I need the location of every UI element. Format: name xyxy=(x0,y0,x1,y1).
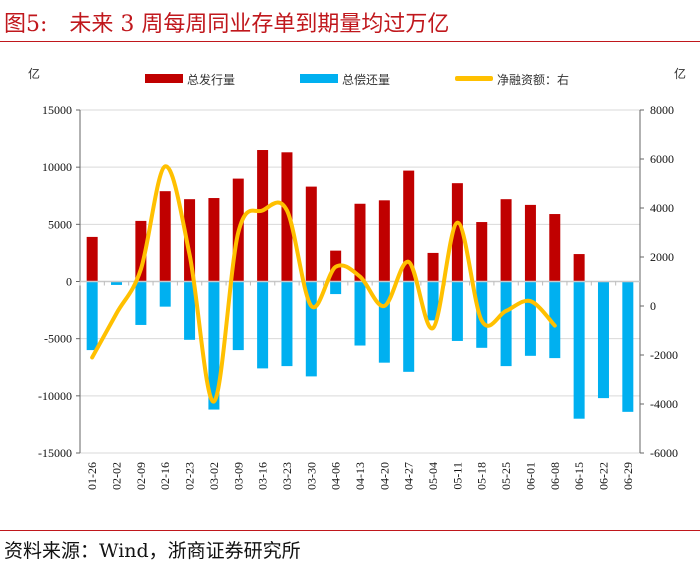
bar-issuance xyxy=(451,183,463,282)
x-tick-label: 02-02 xyxy=(110,462,124,490)
bar-repayment xyxy=(500,281,512,367)
x-tick-label: 04-06 xyxy=(329,462,343,490)
x-tick-label: 03-30 xyxy=(304,462,318,490)
right-tick-label: 4000 xyxy=(650,201,674,215)
x-tick-label: 03-09 xyxy=(231,462,245,490)
right-tick-label: 8000 xyxy=(650,103,674,117)
bar-issuance xyxy=(354,203,366,282)
x-tick-label: 04-27 xyxy=(402,462,416,490)
x-tick-label: 03-02 xyxy=(207,462,221,490)
bar-issuance xyxy=(549,214,561,282)
left-tick-label: 15000 xyxy=(42,103,72,117)
bar-issuance xyxy=(573,254,585,282)
right-axis-unit: 亿 xyxy=(674,66,686,81)
bar-repayment xyxy=(451,281,463,341)
left-tick-label: 0 xyxy=(66,275,72,289)
bar-repayment xyxy=(330,281,342,295)
chart: -15000 -10000 -5000 0 5000 10000 15000 -6000 -40… xyxy=(28,66,686,490)
x-tick-label: 06-29 xyxy=(621,462,635,490)
bar-repayment xyxy=(622,281,634,412)
right-tick-label: 6000 xyxy=(650,152,674,166)
x-tick-label: 02-09 xyxy=(134,462,148,490)
bar-issuance xyxy=(135,220,147,282)
legend-swatch xyxy=(300,74,338,83)
left-axis-unit: 亿 xyxy=(28,66,40,81)
bar-issuance xyxy=(159,191,171,282)
x-tick-label: 05-11 xyxy=(450,462,464,490)
right-tick-label: -4000 xyxy=(650,397,678,411)
left-tick-label: 5000 xyxy=(48,217,72,231)
left-tick-label: 10000 xyxy=(42,160,72,174)
bar-issuance xyxy=(281,152,293,282)
bar-repayment xyxy=(597,281,609,399)
x-tick-label: 03-16 xyxy=(256,462,270,490)
bar-issuance xyxy=(257,150,269,282)
title-divider xyxy=(0,41,700,42)
legend-label: 总发行量 xyxy=(187,72,235,87)
bar-issuance xyxy=(427,252,439,282)
bar-repayment xyxy=(354,281,366,346)
net-financing-line xyxy=(90,164,557,404)
x-tick-label: 05-04 xyxy=(426,462,440,490)
left-tick-label: -5000 xyxy=(44,332,72,346)
bar-repayment xyxy=(86,281,98,351)
bar-issuance xyxy=(305,186,317,282)
left-tick-label: -15000 xyxy=(38,446,72,460)
x-tick-label: 05-25 xyxy=(499,462,513,490)
x-tick-label: 03-23 xyxy=(280,462,294,490)
bar-repayment xyxy=(159,281,171,307)
bar-repayment xyxy=(184,281,196,340)
legend-swatch xyxy=(145,74,183,83)
bar-repayment xyxy=(476,281,488,348)
bar-issuance xyxy=(524,204,536,282)
right-tick-label: 2000 xyxy=(650,250,674,264)
x-tick-label: 06-15 xyxy=(572,462,586,490)
bar-issuance xyxy=(378,200,390,282)
source-divider xyxy=(0,530,700,531)
bar-repayment xyxy=(378,281,390,363)
bar-issuance xyxy=(86,236,98,282)
bar-issuance xyxy=(476,222,488,282)
bar-repayment xyxy=(573,281,585,419)
bar-repayment xyxy=(403,281,415,372)
x-tick-label: 02-16 xyxy=(158,462,172,490)
bar-repayment xyxy=(427,281,439,321)
bar-issuance xyxy=(208,198,220,282)
bar-issuance xyxy=(184,199,196,282)
x-tick-label: 06-01 xyxy=(523,462,537,490)
bar-repayment xyxy=(135,281,147,325)
right-tick-label: -2000 xyxy=(650,348,678,362)
figure-title: 图5: 未来 3 周每周同业存单到期量均过万亿 xyxy=(4,12,450,37)
x-tick-label: 05-18 xyxy=(475,462,489,490)
x-tick-label: 06-22 xyxy=(596,462,610,490)
legend-label: 总偿还量 xyxy=(342,72,390,87)
bar-repayment xyxy=(257,281,269,369)
right-tick-label: 0 xyxy=(650,299,656,313)
x-tick-label: 01-26 xyxy=(85,462,99,490)
x-tick-label: 02-23 xyxy=(183,462,197,490)
bar-repayment xyxy=(524,281,536,356)
legend-label: 净融资额：右 xyxy=(497,72,569,87)
bar-repayment xyxy=(305,281,317,377)
left-tick-label: -10000 xyxy=(38,389,72,403)
bar-issuance xyxy=(403,170,415,282)
x-tick-label: 04-20 xyxy=(377,462,391,490)
bar-repayment xyxy=(549,281,561,359)
bar-repayment xyxy=(281,281,293,367)
bar-repayment xyxy=(208,281,220,410)
bar-repayment xyxy=(232,281,244,351)
bar-issuance xyxy=(500,199,512,282)
legend-swatch xyxy=(455,76,493,81)
bar-repayment xyxy=(111,281,123,285)
x-tick-label: 06-08 xyxy=(548,462,562,490)
x-tick-label: 04-13 xyxy=(353,462,367,490)
right-tick-label: -6000 xyxy=(650,446,678,460)
source-note: 资料来源：Wind，浙商证券研究所 xyxy=(4,540,301,562)
